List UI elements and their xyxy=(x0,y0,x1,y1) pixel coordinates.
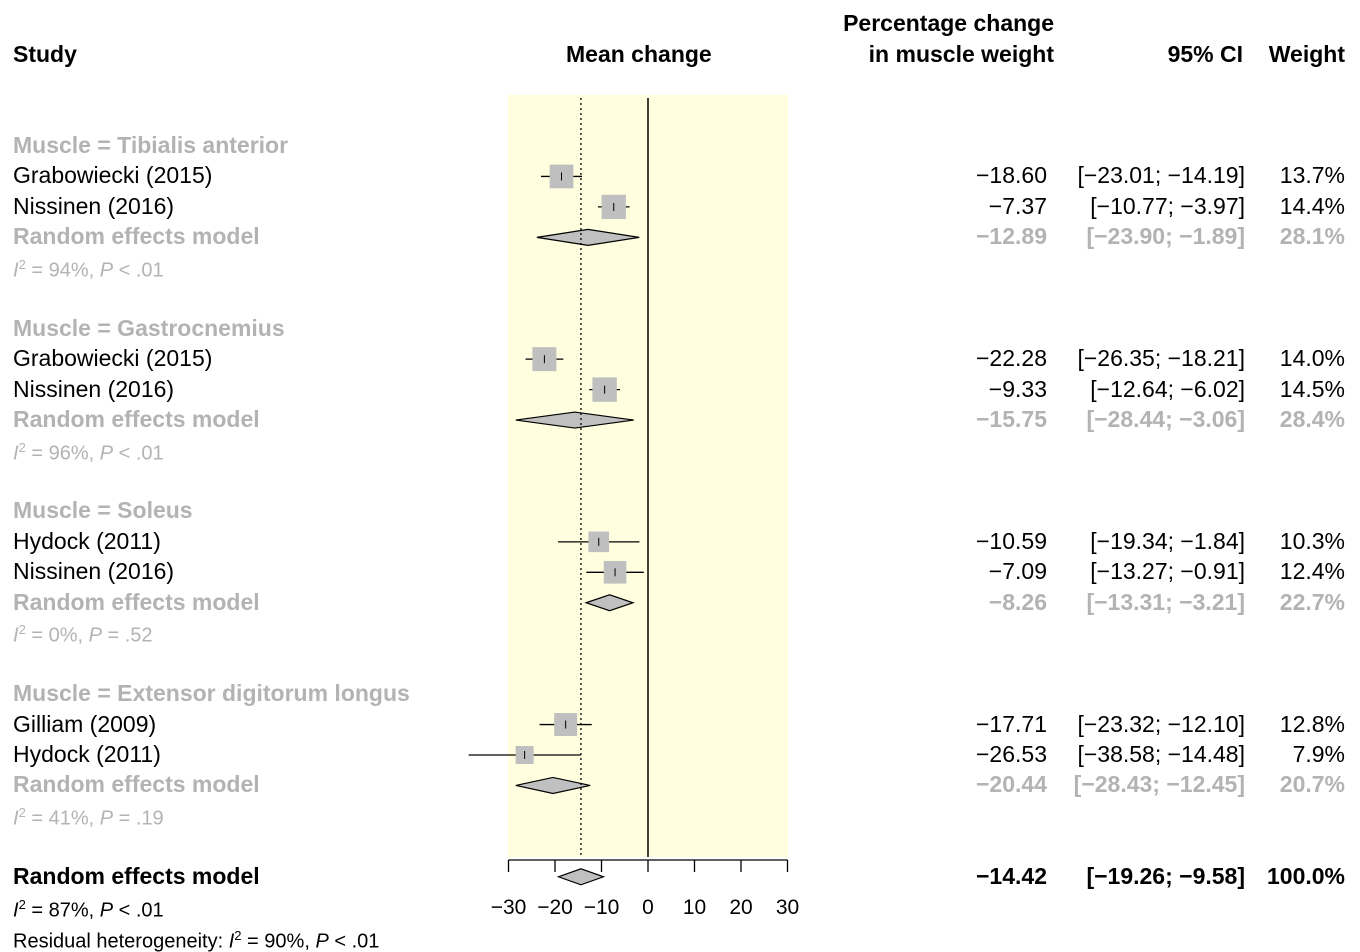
group-title-2: Muscle = Soleus xyxy=(13,497,193,524)
study-2-0-estimate: −10.59 xyxy=(976,527,1047,554)
study-0-0-ci: [−23.01; −14.19] xyxy=(1077,162,1245,189)
pooled-diamonds xyxy=(515,228,640,886)
study-2-1-estimate: −7.09 xyxy=(988,558,1047,585)
study-1-0-estimate: −22.28 xyxy=(976,345,1047,372)
study-0-0-estimate: −18.60 xyxy=(976,162,1047,189)
group-model-label-1: Random effects model xyxy=(13,406,260,433)
study-0-1-weight: 14.4% xyxy=(1279,192,1345,219)
group-model-0-ci: [−23.90; −1.89] xyxy=(1086,223,1245,250)
study-1-0-weight: 14.0% xyxy=(1279,345,1345,372)
group-diamond-3 xyxy=(515,776,591,795)
group-model-2-weight: 22.7% xyxy=(1279,588,1345,615)
overall-model-estimate: −14.42 xyxy=(976,862,1047,889)
group-model-3-ci: [−28.43; −12.45] xyxy=(1073,771,1245,798)
study-3-1-estimate: −26.53 xyxy=(976,741,1047,767)
header-pct-line1: Percentage change xyxy=(843,10,1054,36)
group-diamond-1 xyxy=(515,411,634,429)
x-tick-label-2: −10 xyxy=(584,896,620,919)
study-1-1-ci: [−12.64; −6.02] xyxy=(1090,375,1245,402)
header-weight: Weight xyxy=(1268,41,1345,67)
residual-heterogeneity: Residual heterogeneity: I2 = 90%, P < .0… xyxy=(13,927,380,952)
study-0-1-ci: [−10.77; −3.97] xyxy=(1090,192,1245,219)
study-2-1-weight: 12.4% xyxy=(1279,558,1345,585)
group-model-0-weight: 28.1% xyxy=(1279,223,1345,250)
study-label-2-0: Hydock (2011) xyxy=(13,527,161,554)
study-label-3-1: Hydock (2011) xyxy=(13,741,161,767)
group-model-3-estimate: −20.44 xyxy=(976,771,1047,798)
group-model-label-0: Random effects model xyxy=(13,223,260,250)
group-heterogeneity-0: I2 = 94%, P < .01 xyxy=(13,256,164,282)
group-heterogeneity-1: I2 = 96%, P < .01 xyxy=(13,439,164,465)
study-0-1-estimate: −7.37 xyxy=(988,192,1047,219)
header-mean-change: Mean change xyxy=(566,41,712,67)
study-label-1-0: Grabowiecki (2015) xyxy=(13,345,213,372)
study-boxes xyxy=(515,164,627,765)
overall-model-weight: 100.0% xyxy=(1266,862,1345,889)
x-axis: −30 −20 −10 0 10 20 30 xyxy=(491,859,799,919)
overall-model-ci: [−19.26; −9.58] xyxy=(1086,862,1245,889)
group-title-1: Muscle = Gastrocnemius xyxy=(13,314,285,341)
x-tick-label-0: −30 xyxy=(491,896,527,919)
group-diamond-2 xyxy=(584,594,635,612)
study-label-2-1: Nissinen (2016) xyxy=(13,558,175,585)
study-2-1-ci: [−13.27; −0.91] xyxy=(1090,558,1245,585)
study-3-0-weight: 12.8% xyxy=(1279,710,1345,737)
group-model-1-ci: [−28.44; −3.06] xyxy=(1086,406,1245,433)
study-3-1-ci: [−38.58; −14.48] xyxy=(1077,741,1245,767)
group-model-2-ci: [−13.31; −3.21] xyxy=(1086,588,1245,615)
header-study: Study xyxy=(13,41,77,67)
group-title-0: Muscle = Tibialis anterior xyxy=(13,132,289,158)
x-tick-label-6: 30 xyxy=(776,896,799,919)
overall-heterogeneity: I2 = 87%, P < .01 xyxy=(13,896,164,922)
group-title-3: Muscle = Extensor digitorum longus xyxy=(13,680,410,707)
group-model-1-weight: 28.4% xyxy=(1279,406,1345,433)
group-heterogeneity-3: I2 = 41%, P = .19 xyxy=(13,804,164,830)
study-2-0-weight: 10.3% xyxy=(1279,527,1345,554)
group-model-0-estimate: −12.89 xyxy=(976,223,1047,250)
overall-model-label: Random effects model xyxy=(13,862,260,889)
header-pct-line2: in muscle weight xyxy=(868,41,1054,67)
study-3-1-weight: 7.9% xyxy=(1292,741,1345,767)
study-1-1-weight: 14.5% xyxy=(1279,375,1345,402)
study-3-0-ci: [−23.32; −12.10] xyxy=(1077,710,1245,737)
study-3-0-estimate: −17.71 xyxy=(976,710,1047,737)
study-label-1-1: Nissinen (2016) xyxy=(13,375,175,402)
group-model-label-3: Random effects model xyxy=(13,771,260,798)
overall-diamond xyxy=(556,868,606,886)
group-heterogeneity-2: I2 = 0%, P = .52 xyxy=(13,622,153,647)
x-tick-label-5: 20 xyxy=(729,896,752,919)
group-model-2-estimate: −8.26 xyxy=(988,588,1047,615)
group-model-3-weight: 20.7% xyxy=(1279,771,1345,798)
x-tick-label-4: 10 xyxy=(683,896,706,919)
group-model-label-2: Random effects model xyxy=(13,588,260,615)
group-model-1-estimate: −15.75 xyxy=(976,406,1047,433)
study-1-0-ci: [−26.35; −18.21] xyxy=(1077,345,1245,372)
x-tick-label-1: −20 xyxy=(537,896,573,919)
study-2-0-ci: [−19.34; −1.84] xyxy=(1090,527,1245,554)
group-diamond-0 xyxy=(536,228,640,246)
x-tick-label-3: 0 xyxy=(642,896,654,919)
forest-plot: −30 −20 −10 0 10 20 30 xyxy=(468,95,799,919)
study-label-0-0: Grabowiecki (2015) xyxy=(13,162,213,189)
study-1-1-estimate: −9.33 xyxy=(988,375,1047,402)
study-label-3-0: Gilliam (2009) xyxy=(13,710,157,737)
study-label-0-1: Nissinen (2016) xyxy=(13,192,175,219)
header-ci: 95% CI xyxy=(1167,41,1243,67)
study-0-0-weight: 13.7% xyxy=(1279,162,1345,189)
